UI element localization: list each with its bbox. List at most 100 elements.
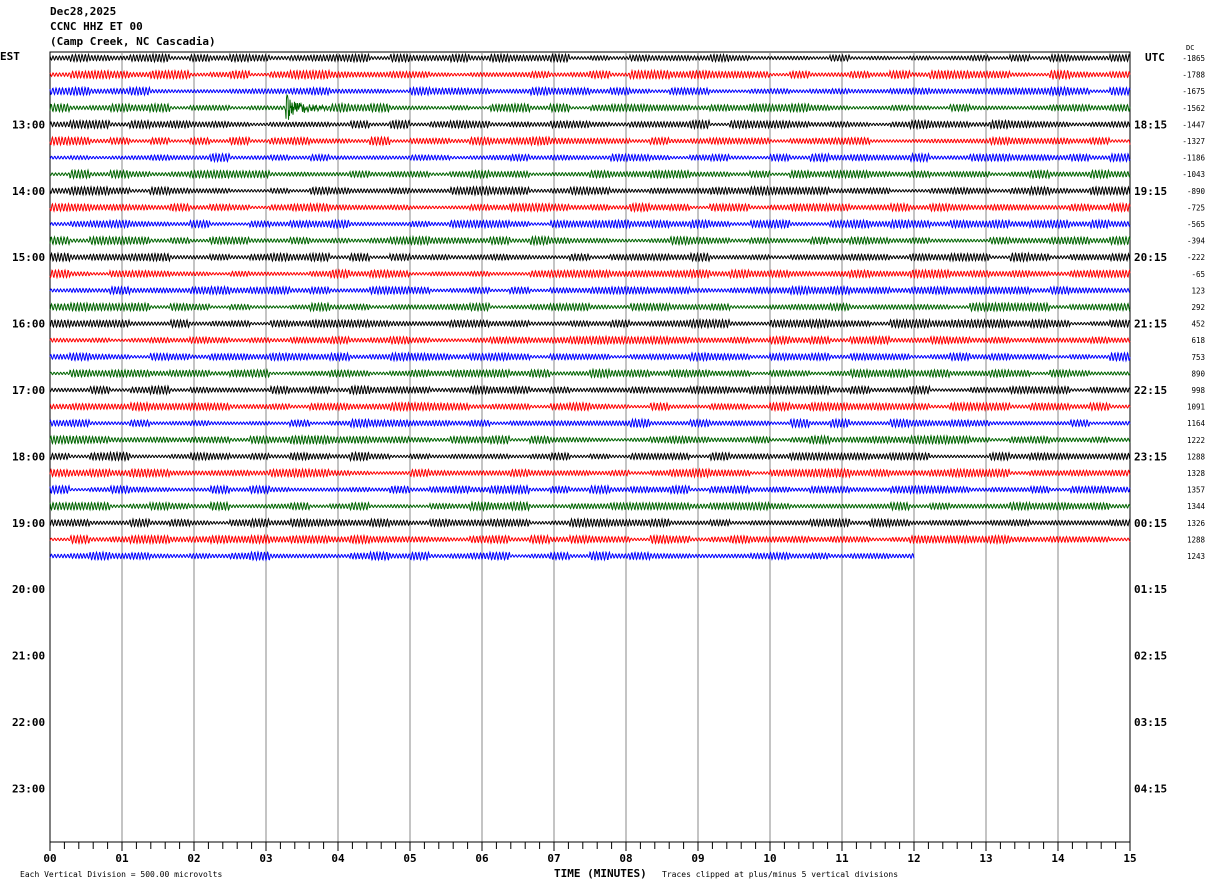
x-tick-label: 03 <box>259 852 272 865</box>
utc-hour-label: 19:15 <box>1134 185 1167 198</box>
x-axis-label: TIME (MINUTES) <box>554 867 647 880</box>
seismic-trace <box>49 52 1131 64</box>
seismic-trace <box>49 533 1131 546</box>
dc-offset-label: -1675 <box>1182 87 1205 96</box>
x-tick-label: 04 <box>331 852 345 865</box>
est-hour-label: 19:00 <box>12 517 45 530</box>
dc-offset-label: -1043 <box>1182 170 1205 179</box>
location-label: (Camp Creek, NC Cascadia) <box>50 35 216 48</box>
station-label: CCNC HHZ ET 00 <box>50 20 143 33</box>
est-hour-label: 21:00 <box>12 650 45 663</box>
dc-offset-label: 452 <box>1191 320 1205 329</box>
dc-offset-label: -1327 <box>1182 137 1205 146</box>
dc-offset-label: 1328 <box>1187 469 1206 478</box>
est-hour-label: 23:00 <box>12 782 45 795</box>
utc-hour-label: 23:15 <box>1134 450 1167 463</box>
x-tick-label: 00 <box>43 852 56 865</box>
est-hour-label: 15:00 <box>12 251 45 264</box>
seismic-trace <box>49 550 915 562</box>
x-tick-label: 15 <box>1123 852 1136 865</box>
clip-note: Traces clipped at plus/minus 5 vertical … <box>662 870 899 879</box>
seismic-trace <box>49 201 1131 214</box>
dc-offset-label: -222 <box>1187 253 1205 262</box>
dc-offset-label: 1288 <box>1187 535 1206 544</box>
est-title: EST <box>0 50 20 63</box>
dc-offset-label: -565 <box>1187 220 1205 229</box>
est-hour-label: 22:00 <box>12 716 45 729</box>
dc-offset-label: 123 <box>1191 286 1205 295</box>
plot-frame <box>49 51 1131 843</box>
seismic-trace <box>49 168 1131 181</box>
utc-title: UTC <box>1145 51 1165 64</box>
seismic-trace <box>49 93 1131 120</box>
x-tick-label: 05 <box>403 852 416 865</box>
seismic-trace <box>49 135 1131 147</box>
scale-note: Each Vertical Division = 500.00 microvol… <box>20 870 223 879</box>
est-hour-label: 17:00 <box>12 384 45 397</box>
x-tick-label: 12 <box>907 852 920 865</box>
dc-offset-label: -725 <box>1187 203 1205 212</box>
seismic-trace <box>49 467 1131 479</box>
x-tick-label: 13 <box>979 852 992 865</box>
est-hour-label: 20:00 <box>12 583 45 596</box>
dc-offset-label: -1186 <box>1182 154 1205 163</box>
dc-offset-label: 1357 <box>1187 486 1205 495</box>
seismic-trace <box>49 400 1131 413</box>
seismic-trace <box>49 151 1131 164</box>
seismic-trace <box>49 85 1131 98</box>
utc-hour-label: 04:15 <box>1134 782 1167 795</box>
x-tick-label: 06 <box>475 852 489 865</box>
dc-offset-label: 1326 <box>1187 519 1206 528</box>
seismic-trace <box>49 417 1131 430</box>
est-hour-label: 16:00 <box>12 318 45 331</box>
dc-title: DC <box>1186 44 1194 52</box>
est-hour-label: 14:00 <box>12 185 45 198</box>
seismic-trace <box>49 184 1131 197</box>
dc-offset-label: 1164 <box>1187 419 1206 428</box>
seismic-trace <box>49 301 1131 313</box>
utc-hour-label: 03:15 <box>1134 716 1167 729</box>
date-label: Dec28,2025 <box>50 5 117 18</box>
utc-hour-label: 21:15 <box>1134 318 1167 331</box>
seismic-trace <box>49 484 1131 496</box>
dc-offset-label: 618 <box>1191 336 1205 345</box>
seismic-trace <box>49 251 1131 263</box>
est-hour-label: 13:00 <box>12 118 45 131</box>
dc-offset-label: 890 <box>1191 369 1205 378</box>
seismic-trace <box>49 118 1131 131</box>
est-hour-label: 18:00 <box>12 450 45 463</box>
x-tick-label: 14 <box>1051 852 1065 865</box>
seismic-trace <box>49 500 1131 513</box>
seismic-trace <box>49 334 1131 346</box>
seismic-trace <box>49 68 1131 81</box>
utc-hour-label: 20:15 <box>1134 251 1167 264</box>
seismic-trace <box>49 317 1131 330</box>
seismic-trace <box>49 218 1131 230</box>
dc-offset-label: 753 <box>1191 353 1205 362</box>
dc-offset-label: 1344 <box>1187 502 1206 511</box>
seismic-trace <box>49 268 1131 280</box>
utc-hour-label: 00:15 <box>1134 517 1167 530</box>
x-tick-label: 01 <box>115 852 129 865</box>
x-tick-label: 11 <box>835 852 849 865</box>
dc-offset-label: 1288 <box>1187 452 1206 461</box>
utc-hour-label: 02:15 <box>1134 650 1167 663</box>
dc-offset-label: -1447 <box>1182 120 1205 129</box>
seismic-trace <box>49 517 1131 529</box>
x-tick-label: 08 <box>619 852 632 865</box>
dc-offset-label: 292 <box>1191 303 1205 312</box>
seismic-trace <box>49 450 1131 463</box>
dc-offset-label: 1222 <box>1187 436 1205 445</box>
x-tick-label: 07 <box>547 852 560 865</box>
x-tick-label: 10 <box>763 852 776 865</box>
seismic-trace <box>49 367 1131 380</box>
utc-hour-label: 01:15 <box>1134 583 1167 596</box>
dc-offset-label: -1562 <box>1182 104 1205 113</box>
dc-offset-label: -1865 <box>1182 54 1205 63</box>
seismic-trace <box>49 234 1131 247</box>
dc-offset-label: -65 <box>1191 270 1205 279</box>
seismic-trace <box>49 433 1131 446</box>
dc-offset-label: 1243 <box>1187 552 1205 561</box>
dc-offset-label: 998 <box>1191 386 1205 395</box>
